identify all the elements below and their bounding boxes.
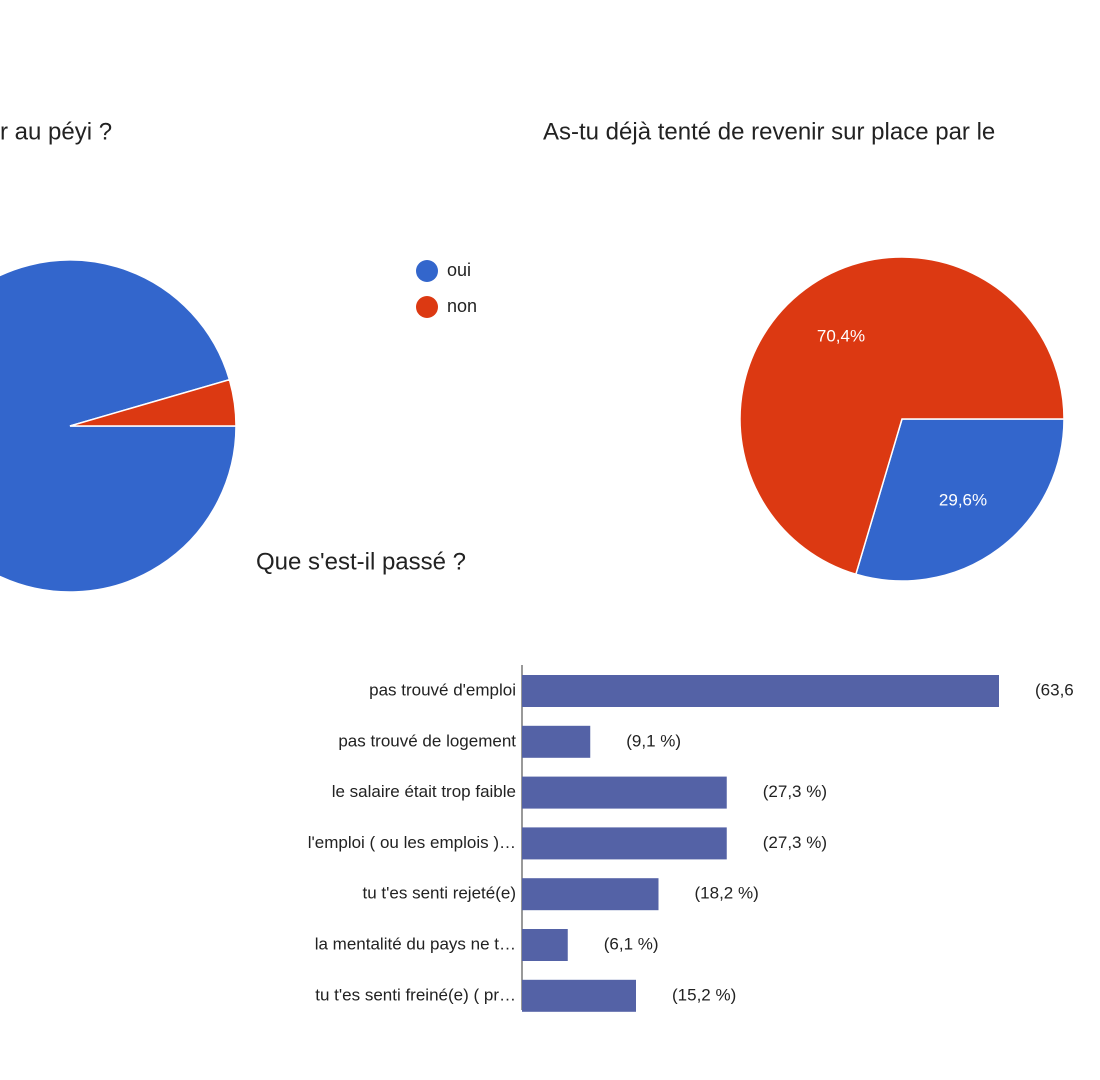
- value-label: (6,1 %): [604, 934, 659, 953]
- pie-slice: [0, 259, 237, 593]
- pie-slice: [69, 378, 237, 427]
- value-label: (15,2 %): [672, 985, 736, 1004]
- value-label: (27,3 %): [763, 833, 827, 852]
- value-label: (9,1 %): [626, 731, 681, 750]
- category-label: pas trouvé de logement: [338, 731, 516, 750]
- category-label: tu t'es senti freiné(e) ( pr…: [315, 985, 516, 1004]
- category-label: le salaire était trop faible: [332, 782, 516, 801]
- slice-label: 29,6%: [939, 490, 987, 509]
- bar: [522, 878, 659, 911]
- chart-title: As-tu déjà tenté de revenir sur place pa…: [543, 118, 995, 145]
- category-label: pas trouvé d'emploi: [369, 680, 516, 699]
- category-label: l'emploi ( ou les emplois )…: [308, 833, 516, 852]
- value-label: (63,6: [1035, 680, 1074, 699]
- pie-slice: [854, 418, 1065, 582]
- category-label: la mentalité du pays ne t…: [315, 934, 516, 953]
- legend-label: oui: [447, 260, 471, 280]
- bar: [522, 929, 568, 961]
- bar: [522, 776, 727, 809]
- slice-label: 70,4%: [817, 327, 865, 346]
- value-label: (18,2 %): [695, 884, 759, 903]
- category-label: tu t'es senti rejeté(e): [363, 884, 516, 903]
- pie-slice: [739, 256, 1065, 576]
- bar: [522, 827, 727, 860]
- chart-title: Que s'est-il passé ?: [256, 548, 466, 575]
- bar: [522, 725, 591, 758]
- legend-swatch: [416, 260, 438, 282]
- chart-title: r au péyi ?: [0, 118, 112, 145]
- value-label: (27,3 %): [763, 782, 827, 801]
- bar: [522, 675, 999, 707]
- legend-swatch: [416, 296, 438, 318]
- bar: [522, 979, 636, 1012]
- legend-label: non: [447, 296, 477, 316]
